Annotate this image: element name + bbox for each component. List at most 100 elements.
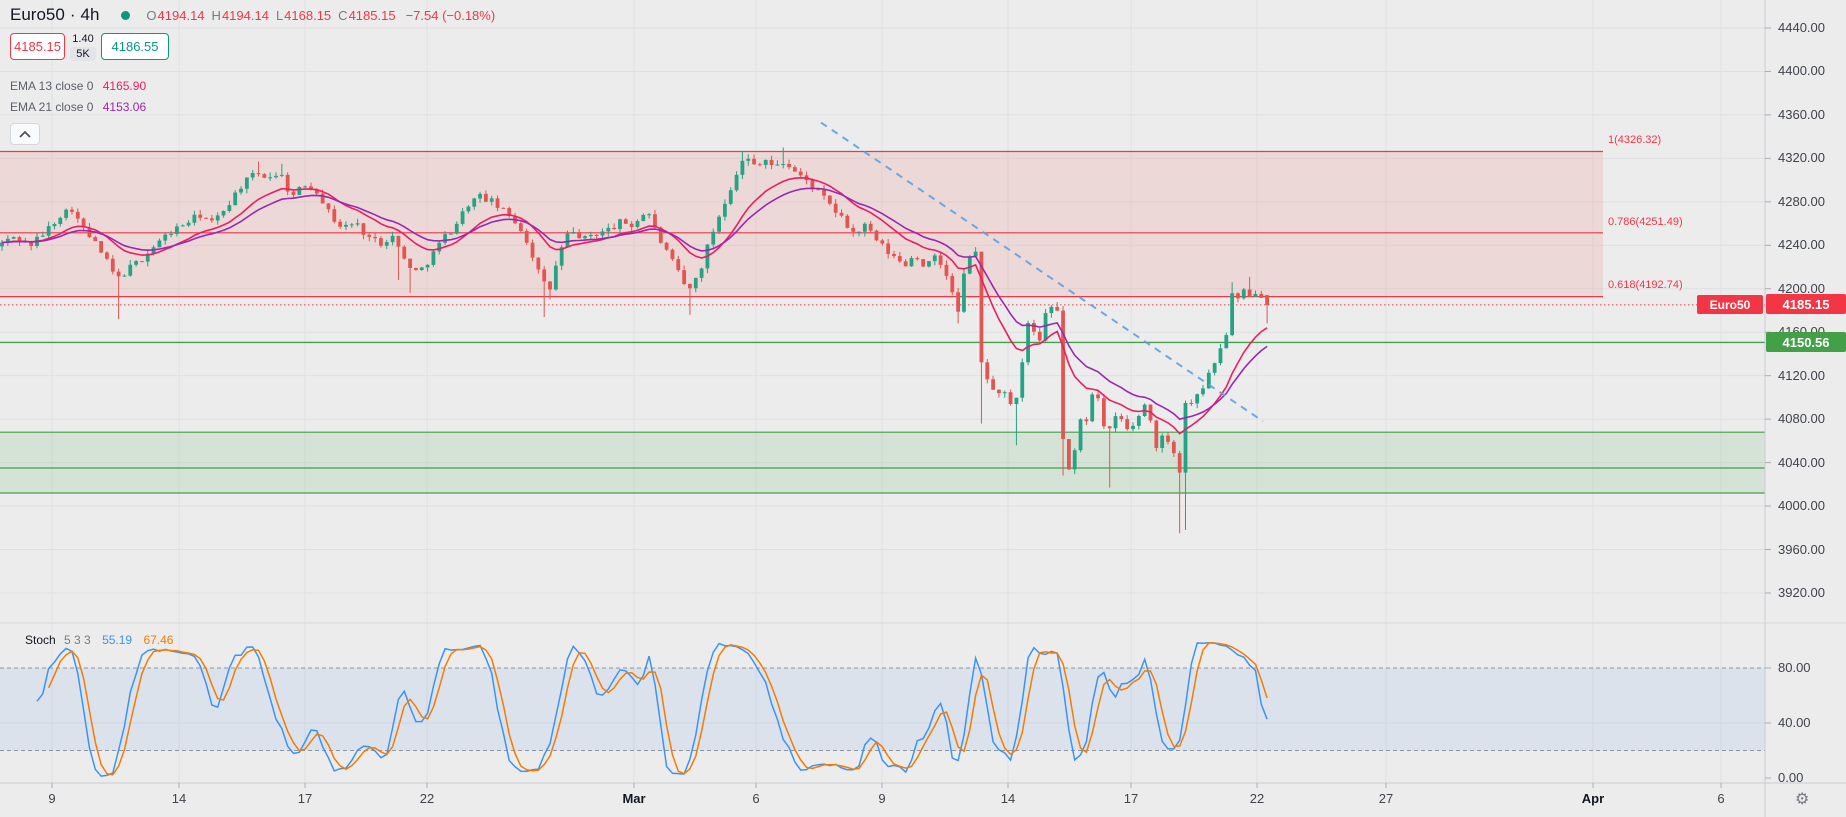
price-axis[interactable]: 4440.00 4400.00 4360.00 4320.00 4280.00 4240.… [1766, 0, 1846, 785]
candle-body [1032, 322, 1036, 332]
candle-body [658, 227, 663, 243]
candle-body [1066, 439, 1071, 470]
candle-body [198, 214, 203, 218]
chart-legend: Euro50 · 4h O4194.14 H4194.14 L4168.15 C418… [10, 4, 495, 26]
candle-body [1241, 289, 1246, 299]
collapse-indicators-button[interactable] [10, 123, 40, 145]
candle-body [827, 195, 832, 204]
candle-body [653, 214, 657, 228]
candle-body [355, 223, 360, 225]
candle-body [87, 227, 92, 238]
price-axis-label: 4080.00 [1778, 411, 1825, 427]
stoch-axis-label: 0.00 [1778, 770, 1804, 785]
time-axis-label: 14 [1000, 791, 1016, 806]
candle-body [274, 175, 278, 178]
candle-body [507, 208, 512, 216]
time-axis[interactable]: 9 14 17 22 Mar 6 9 14 17 22 27 Apr 6 [0, 784, 1846, 817]
fib-label-0786: 0.786(4251.49) [1608, 216, 1683, 228]
candle-body [309, 186, 313, 190]
candle-body [1020, 362, 1025, 398]
candle-body [618, 219, 622, 230]
candle-body [623, 219, 628, 224]
ema21-line [1, 187, 1268, 421]
price-axis-label: 4040.00 [1778, 454, 1825, 470]
candle-body [303, 186, 308, 188]
candle-body [361, 223, 366, 235]
candle-body [1107, 426, 1112, 429]
time-axis-label: 9 [48, 791, 56, 806]
candle-body [58, 217, 63, 225]
time-axis-label: Apr [1581, 791, 1605, 806]
candle-body [384, 242, 389, 246]
candle-body [641, 214, 646, 222]
candle-body [1206, 372, 1211, 389]
candle-body [279, 174, 284, 176]
candle-body [862, 223, 867, 232]
stoch-d-value: 67.46 [143, 633, 174, 647]
candle-body [1253, 293, 1258, 297]
candle-body [466, 206, 471, 212]
candle-body [379, 238, 383, 246]
candle-body [396, 235, 401, 247]
candle-body [682, 270, 687, 284]
candle-body [1183, 402, 1188, 473]
last-price-label: 4185.15 [1766, 294, 1846, 314]
candle-body [1218, 348, 1223, 364]
stoch-k-value: 55.19 [102, 633, 133, 647]
symbol-separator: · [69, 5, 76, 24]
order-size-value[interactable]: 5K [70, 47, 96, 61]
candle-body [239, 188, 243, 193]
candle-body [169, 233, 173, 235]
candle-body [250, 173, 255, 178]
gear-icon[interactable]: ⚙ [1795, 789, 1810, 808]
time-axis-label: Mar [622, 791, 646, 806]
candle-body [291, 191, 296, 195]
candle-body [46, 226, 51, 236]
candle-body [489, 198, 494, 202]
candle-body [822, 189, 826, 196]
candle-body [892, 253, 896, 257]
candle-body [495, 198, 500, 208]
candle-body [204, 217, 208, 219]
candle-body [414, 267, 418, 271]
candle-body [973, 251, 978, 257]
price-axis-label: 4440.00 [1778, 20, 1825, 35]
ema13-legend-row[interactable]: EMA 13 close 0 4165.90 [10, 79, 146, 93]
fib-zone [0, 151, 1603, 297]
candle-body [530, 242, 535, 258]
candle-body [921, 259, 926, 267]
candle-body [70, 209, 74, 212]
candle-body [437, 242, 442, 252]
candle-body [373, 236, 378, 239]
candle-body [676, 259, 681, 271]
stoch-band [0, 668, 1765, 751]
symbol-name[interactable]: Euro50 [10, 5, 65, 24]
candle-body [454, 223, 459, 234]
ohlc-o: O4194.14 [146, 7, 205, 23]
sell-button[interactable]: 4185.15 [10, 33, 65, 60]
price-axis-label: 4120.00 [1778, 367, 1825, 383]
candle-body [979, 251, 984, 363]
candle-body [1189, 402, 1194, 404]
candle-body [565, 233, 570, 248]
stoch-legend-row[interactable]: Stoch 5 3 3 55.19 67.46 [25, 633, 173, 647]
candle-body [693, 277, 698, 289]
buy-button[interactable]: 4186.55 [101, 33, 169, 60]
ema21-legend-row[interactable]: EMA 21 close 0 4153.06 [10, 100, 146, 114]
candle-body [985, 362, 990, 380]
candle-body [17, 237, 22, 242]
candle-body [175, 226, 179, 234]
candle-body [425, 264, 430, 268]
candle-body [670, 249, 675, 260]
candle-body [1084, 419, 1089, 422]
candle-body [1078, 419, 1083, 451]
candle-body [157, 240, 162, 248]
candle-body [758, 164, 762, 166]
candle-body [1230, 293, 1235, 336]
interval-label[interactable]: 4h [80, 5, 100, 24]
time-axis-label: 17 [297, 791, 313, 806]
candle-body [717, 216, 721, 232]
candle-body [431, 251, 436, 265]
